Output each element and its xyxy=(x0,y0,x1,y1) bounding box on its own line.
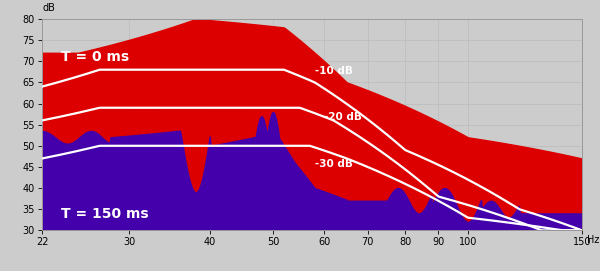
Text: -10 dB: -10 dB xyxy=(315,66,353,76)
Text: T = 0 ms: T = 0 ms xyxy=(61,50,128,64)
Text: T = 150 ms: T = 150 ms xyxy=(61,207,148,221)
Text: dB: dB xyxy=(42,3,55,13)
Text: Hz: Hz xyxy=(587,235,600,245)
Text: -30 dB: -30 dB xyxy=(315,159,353,169)
Text: -20 dB: -20 dB xyxy=(324,112,362,122)
